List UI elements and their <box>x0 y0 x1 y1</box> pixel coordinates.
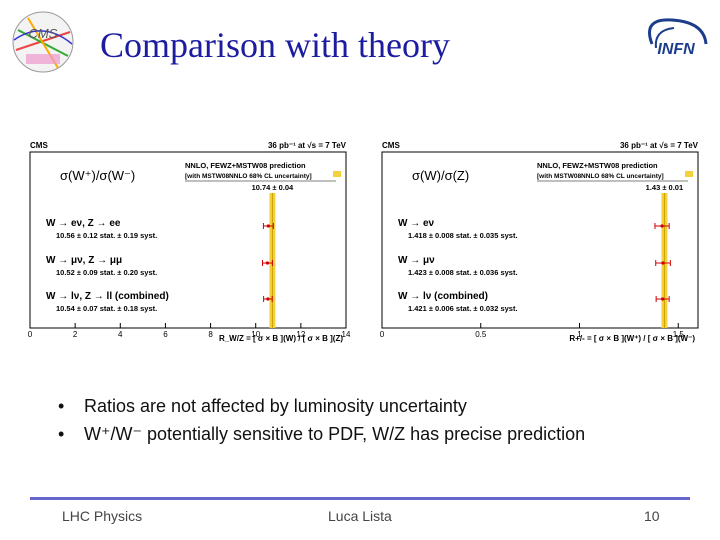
cms-logo: CMS <box>12 11 74 73</box>
data-point <box>266 224 270 228</box>
prediction-label: NNLO, FEWZ+MSTW08 prediction <box>537 161 658 170</box>
x-axis-label: R_W/Z = [ σ × B ](W) / [ σ × B ](Z) <box>219 334 343 343</box>
bullet-item: • W⁺/W⁻ potentially sensitive to PDF, W/Z… <box>58 424 586 444</box>
footer-left: LHC Physics <box>62 508 143 524</box>
experiment-label: CMS <box>30 141 48 150</box>
prediction-value: 10.74 ± 0.04 <box>252 183 294 192</box>
x-tick-label: 0.5 <box>475 330 487 339</box>
data-point <box>661 297 665 301</box>
x-axis-label: R+/- = [ σ × B ](W⁺) / [ σ × B ](W⁻) <box>569 334 695 343</box>
x-tick-label: 4 <box>118 330 123 339</box>
data-point <box>661 261 665 265</box>
bullet-item: • Ratios are not affected by luminosity u… <box>58 396 467 416</box>
channel-label: W → μν, Z → μμ <box>46 255 122 266</box>
bullet-text: Ratios are not affected by luminosity un… <box>84 396 467 416</box>
x-tick-label: 8 <box>208 330 213 339</box>
x-tick-label: 1 <box>577 330 582 339</box>
infn-logo: INFN <box>648 18 708 58</box>
result-label: 1.421 ± 0.006 stat. ± 0.032 syst. <box>408 304 518 313</box>
data-point <box>266 297 270 301</box>
chart-w-over-z: CMS 36 pb⁻¹ at √s = 7 TeV σ(W⁺)/σ(W⁻) NN… <box>28 141 350 343</box>
result-label: 1.423 ± 0.008 stat. ± 0.036 syst. <box>408 268 518 277</box>
x-tick-label: 6 <box>163 330 168 339</box>
result-label: 10.52 ± 0.09 stat. ± 0.20 syst. <box>56 268 157 277</box>
x-tick-label: 10 <box>251 330 260 339</box>
data-point <box>265 261 270 265</box>
x-tick-label: 0 <box>28 330 33 339</box>
footer-divider <box>30 497 690 500</box>
data-point <box>660 224 664 228</box>
experiment-label: CMS <box>382 141 400 150</box>
x-tick-label: 1.5 <box>673 330 685 339</box>
footer-author: Luca Lista <box>328 508 392 524</box>
x-tick-label: 12 <box>296 330 305 339</box>
x-tick-label: 2 <box>73 330 78 339</box>
x-tick-label: 14 <box>342 330 350 339</box>
chart-wplus-over-wminus: CMS 36 pb⁻¹ at √s = 7 TeV σ(W)/σ(Z) NNLO… <box>380 141 699 343</box>
prediction-sublabel: [with MSTW08NNLO 68% CL uncertainty] <box>185 173 312 180</box>
plot-frame <box>29 151 347 329</box>
channel-label: W → μν <box>398 255 435 266</box>
channel-label: W → lν, Z → ll (combined) <box>46 291 169 302</box>
slide-title: Comparison with theory <box>100 25 450 65</box>
ratio-label: σ(W)/σ(Z) <box>412 168 469 183</box>
result-label: 10.56 ± 0.12 stat. ± 0.19 syst. <box>56 231 157 240</box>
channel-label: W → eν <box>398 218 435 229</box>
bullet-text: W⁺/W⁻ potentially sensitive to PDF, W/Z … <box>84 424 586 444</box>
lumi-label: 36 pb⁻¹ at √s = 7 TeV <box>268 141 347 150</box>
prediction-label: NNLO, FEWZ+MSTW08 prediction <box>185 161 306 170</box>
ratio-label: σ(W⁺)/σ(W⁻) <box>60 168 135 183</box>
prediction-value: 1.43 ± 0.01 <box>646 183 683 192</box>
lumi-label: 36 pb⁻¹ at √s = 7 TeV <box>620 141 699 150</box>
result-label: 1.418 ± 0.008 stat. ± 0.035 syst. <box>408 231 518 240</box>
result-label: 10.54 ± 0.07 stat. ± 0.18 syst. <box>56 304 157 313</box>
page-number: 10 <box>644 508 660 524</box>
channel-label: W → lν (combined) <box>398 291 488 302</box>
plot-frame <box>381 151 699 329</box>
infn-logo-text: INFN <box>657 41 695 58</box>
cms-logo-text: CMS <box>29 26 58 41</box>
channel-label: W → eν, Z → ee <box>46 218 121 229</box>
x-tick-label: 0 <box>380 330 385 339</box>
prediction-sublabel: [with MSTW08NNLO 68% CL uncertainty] <box>537 173 664 180</box>
bullet-list: • Ratios are not affected by luminosity u… <box>58 396 585 452</box>
